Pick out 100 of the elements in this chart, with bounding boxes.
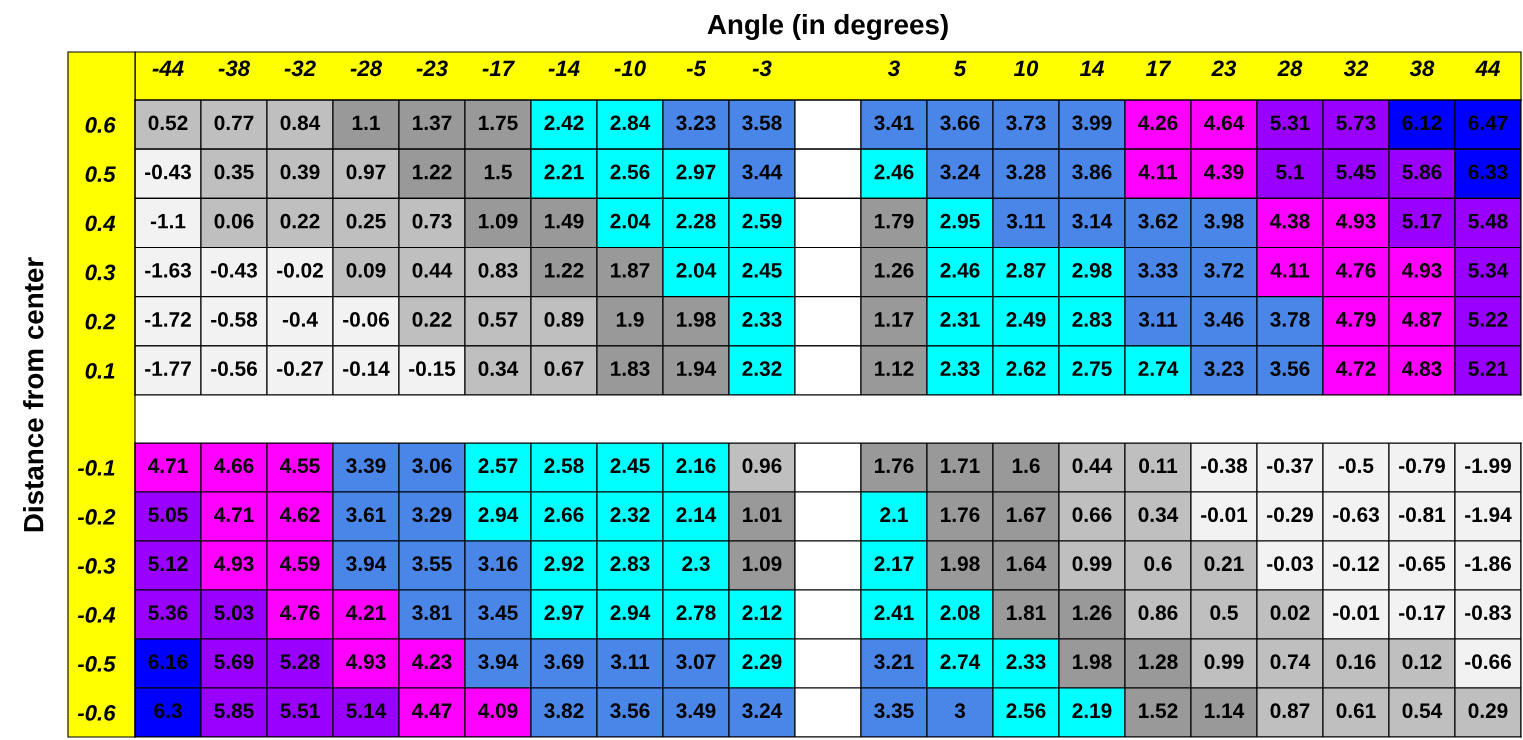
data-label: 0.5 bbox=[1210, 605, 1238, 621]
data-label: -1.99 bbox=[1465, 458, 1511, 474]
data-label: 1.22 bbox=[545, 262, 584, 278]
data-label: 2.19 bbox=[1072, 703, 1112, 719]
y-tick-label: -0.4 bbox=[77, 607, 116, 623]
data-label: 2.04 bbox=[610, 213, 651, 229]
data-label: 3.07 bbox=[676, 654, 716, 670]
data-label: 2.94 bbox=[610, 605, 651, 621]
data-label: -0.17 bbox=[1399, 605, 1445, 621]
data-label: 2.45 bbox=[742, 262, 782, 278]
data-label: 0.34 bbox=[478, 361, 519, 377]
x-tick-label: -3 bbox=[752, 60, 772, 77]
data-label: 3.73 bbox=[1006, 115, 1046, 131]
data-label: 3.24 bbox=[940, 164, 981, 180]
data-label: 1.76 bbox=[875, 458, 914, 474]
data-label: 0.73 bbox=[412, 213, 452, 229]
y-tick-label: -0.2 bbox=[77, 509, 116, 525]
data-label: 2.58 bbox=[544, 458, 584, 474]
data-label: 1.75 bbox=[479, 115, 518, 131]
data-label: 2.49 bbox=[1006, 312, 1046, 327]
data-label: -0.03 bbox=[1267, 556, 1313, 572]
x-tick-label: 38 bbox=[1409, 60, 1435, 77]
data-label: 3.06 bbox=[412, 458, 452, 474]
data-label: -0.27 bbox=[277, 361, 323, 377]
data-label: 2.97 bbox=[676, 164, 716, 180]
data-label: 2.56 bbox=[610, 164, 650, 180]
data-label: 3.56 bbox=[1270, 361, 1310, 377]
x-axis-title: Angle (in degrees) bbox=[707, 13, 948, 41]
data-label: 1.1 bbox=[352, 115, 380, 130]
data-label: 3.69 bbox=[544, 654, 584, 670]
data-label: 3.81 bbox=[412, 605, 452, 621]
data-label: 4.11 bbox=[1138, 164, 1178, 180]
data-label: 0.16 bbox=[1336, 654, 1376, 670]
data-label: 3.44 bbox=[742, 164, 783, 180]
data-label: 2.21 bbox=[544, 164, 584, 180]
data-label: 0.96 bbox=[742, 458, 782, 474]
data-label: 3.14 bbox=[1072, 213, 1113, 229]
data-label: 2.32 bbox=[610, 507, 650, 523]
data-label: 0.61 bbox=[1336, 703, 1376, 719]
data-label: 5.85 bbox=[214, 703, 254, 719]
data-label: 1.81 bbox=[1007, 605, 1046, 621]
data-label: 0.02 bbox=[1270, 605, 1310, 621]
data-label: 1.12 bbox=[875, 361, 914, 376]
data-label: 1.37 bbox=[413, 115, 452, 131]
x-tick-label: -38 bbox=[218, 60, 251, 77]
data-label: 0.09 bbox=[346, 262, 386, 278]
data-label: 0.12 bbox=[1402, 654, 1442, 670]
data-label: 1.17 bbox=[875, 312, 914, 327]
data-label: 0.77 bbox=[214, 115, 254, 131]
data-label: 6.47 bbox=[1468, 115, 1508, 131]
x-tick-label: 23 bbox=[1211, 60, 1237, 77]
data-label: -0.81 bbox=[1399, 507, 1446, 523]
data-label: 1.22 bbox=[413, 164, 452, 180]
data-label: 1.6 bbox=[1012, 458, 1040, 474]
data-label: 4.55 bbox=[280, 458, 320, 474]
data-label: -0.63 bbox=[1333, 507, 1379, 523]
x-tick-label: -5 bbox=[686, 60, 707, 77]
data-label: 0.52 bbox=[148, 115, 188, 131]
data-label: 1.01 bbox=[743, 507, 782, 523]
data-label: 3.11 bbox=[1138, 312, 1178, 327]
data-label: 2.97 bbox=[544, 605, 584, 621]
x-tick-label: -44 bbox=[152, 60, 184, 76]
data-label: 2.57 bbox=[478, 458, 518, 474]
data-label: 3.55 bbox=[412, 556, 452, 572]
x-tick-label: -17 bbox=[482, 60, 515, 76]
data-label: 5.73 bbox=[1336, 115, 1376, 131]
data-label: 0.84 bbox=[280, 115, 321, 131]
data-label: 1.09 bbox=[743, 556, 782, 572]
data-label: 3.61 bbox=[346, 507, 386, 523]
data-label: 1.14 bbox=[1205, 703, 1245, 718]
data-label: 6.33 bbox=[1468, 164, 1508, 180]
x-tick-label: -10 bbox=[614, 60, 646, 77]
data-label: 0.87 bbox=[1270, 703, 1310, 719]
y-tick-label: -0.1 bbox=[77, 460, 115, 476]
data-label: 0.99 bbox=[1204, 654, 1244, 670]
data-label: 3.29 bbox=[412, 507, 452, 523]
data-label: 3.45 bbox=[478, 605, 518, 621]
data-label: 3.23 bbox=[676, 115, 716, 131]
data-label: -0.29 bbox=[1267, 507, 1313, 523]
data-label: 4.47 bbox=[412, 703, 452, 718]
data-label: 5.03 bbox=[214, 605, 254, 621]
data-label: 2.29 bbox=[742, 654, 782, 670]
data-label: 6.3 bbox=[154, 703, 182, 719]
y-tick-label: -0.5 bbox=[77, 656, 116, 672]
data-label: -0.43 bbox=[145, 164, 191, 180]
data-label: 1.26 bbox=[875, 262, 914, 278]
data-label: 2.62 bbox=[1006, 361, 1046, 377]
data-label: -0.4 bbox=[282, 312, 318, 327]
data-label: 0.57 bbox=[478, 312, 518, 327]
data-label: 3.49 bbox=[676, 703, 716, 719]
data-label: 2.98 bbox=[1072, 262, 1112, 278]
data-label: 0.44 bbox=[1072, 458, 1113, 474]
data-label: -0.01 bbox=[1201, 507, 1248, 523]
data-label: 4.83 bbox=[1402, 361, 1442, 377]
data-label: 1.87 bbox=[611, 262, 650, 278]
data-label: 4.39 bbox=[1204, 164, 1244, 180]
data-label: 2.3 bbox=[682, 556, 710, 572]
y-tick-label: -0.6 bbox=[77, 705, 116, 721]
data-label: 3.16 bbox=[478, 556, 518, 572]
data-label: 2.75 bbox=[1072, 361, 1112, 377]
